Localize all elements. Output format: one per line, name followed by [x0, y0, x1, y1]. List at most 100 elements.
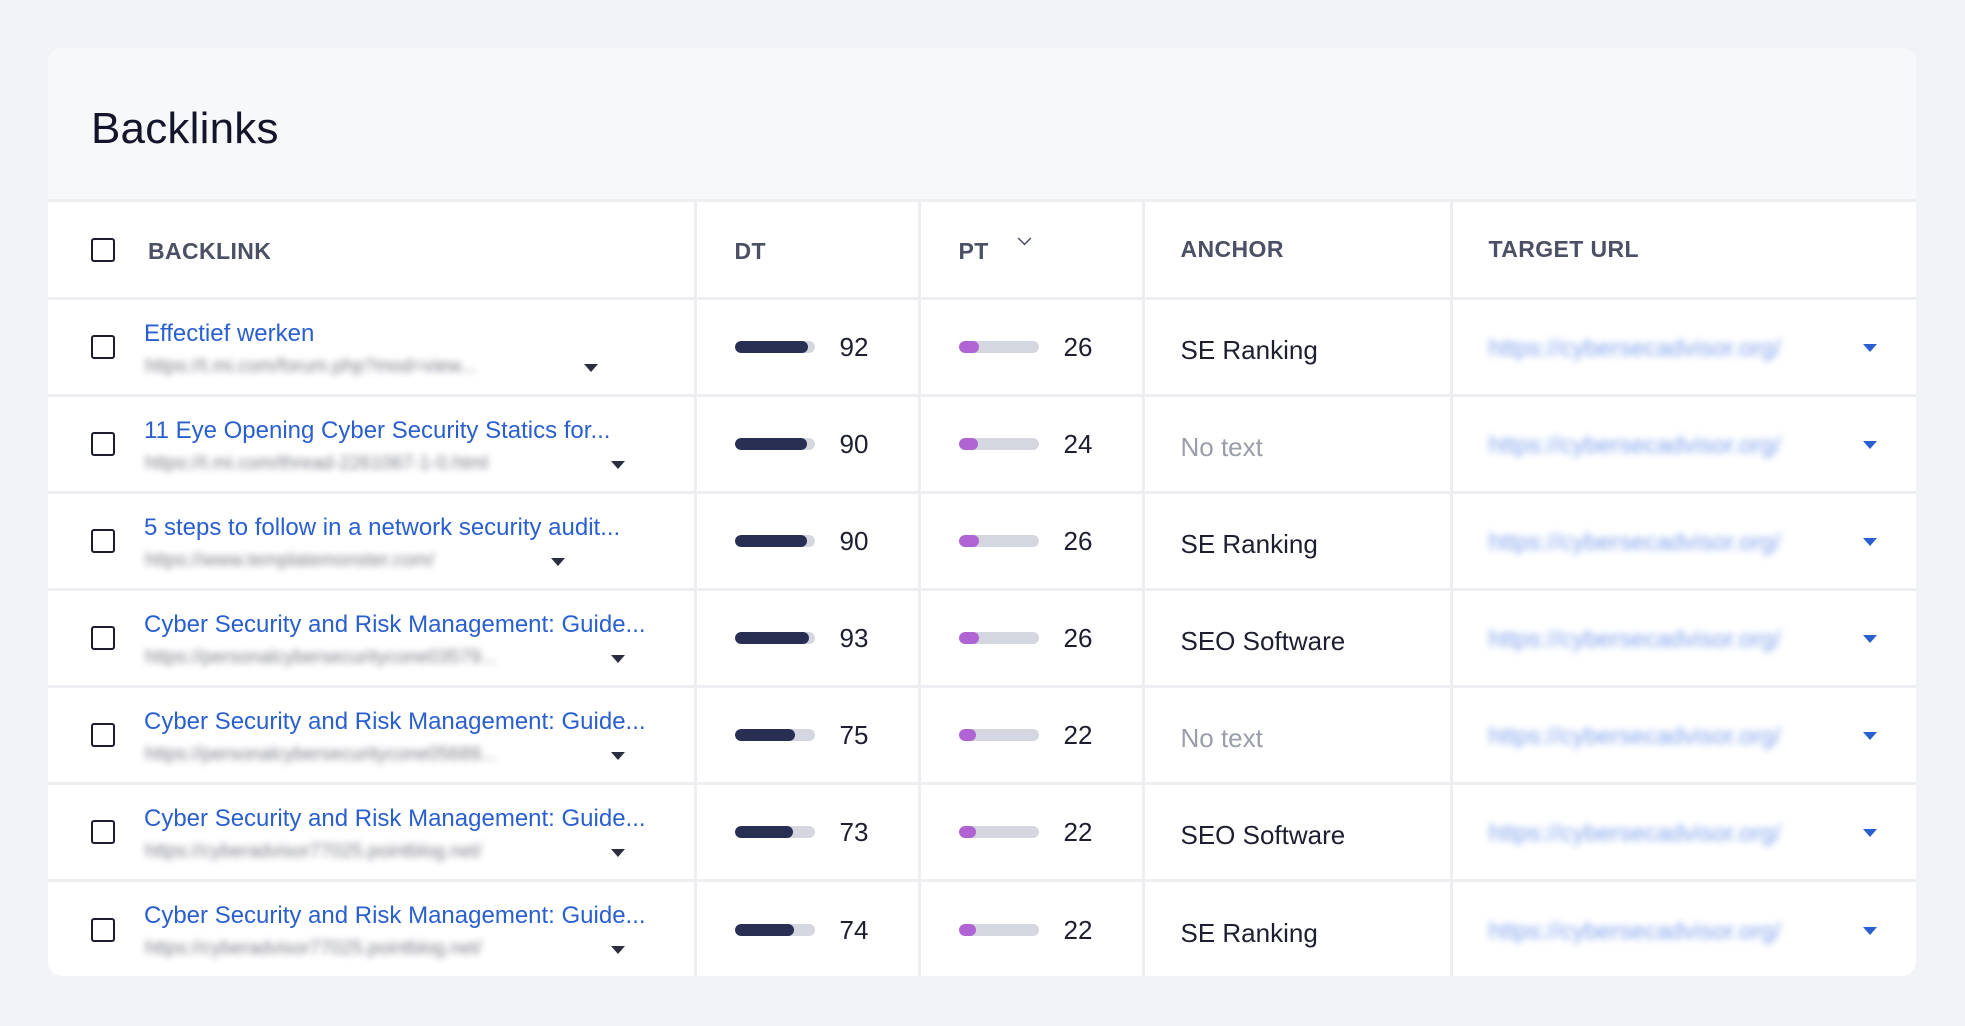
backlink-title-link[interactable]: Cyber Security and Risk Management: Guid… [144, 805, 646, 832]
anchor-text: No text [1180, 432, 1263, 462]
dt-bar [734, 729, 815, 741]
dt-bar-fill [734, 632, 809, 644]
column-header-backlink: BACKLINK [48, 199, 697, 300]
target-url-link[interactable]: https://cybersecadvisor.org/ [1488, 335, 1781, 362]
target-url-link[interactable]: https://cybersecadvisor.org/ [1488, 917, 1781, 945]
backlink-title-link[interactable]: Cyber Security and Risk Management: Guid… [144, 902, 646, 929]
pt-bar [958, 923, 1039, 936]
column-header-pt[interactable]: PT [919, 199, 1145, 300]
dt-value: 90 [839, 526, 869, 556]
row-checkbox[interactable] [91, 529, 115, 553]
target-url-dropdown-caret-icon[interactable] [1862, 441, 1877, 449]
backlink-url-dropdown-caret-icon[interactable] [611, 461, 625, 469]
cell-anchor: SEO Software [1143, 783, 1453, 882]
dt-bar [734, 438, 815, 450]
dt-value: 74 [839, 914, 869, 945]
backlink-url-dropdown-caret-icon[interactable] [551, 558, 565, 566]
pt-value: 24 [1063, 429, 1093, 459]
backlink-url-dropdown-caret-icon[interactable] [611, 849, 625, 857]
cell-target-url: https://cybersecadvisor.org/ [1451, 492, 1916, 591]
dt-value: 93 [839, 623, 869, 653]
anchor-text: SE Ranking [1180, 529, 1318, 559]
cell-backlink: Cyber Security and Risk Management: Guid… [48, 783, 697, 882]
cell-target-url: https://cybersecadvisor.org/ [1451, 783, 1916, 882]
pt-bar-fill [958, 438, 978, 450]
target-url-link[interactable]: https://cybersecadvisor.org/ [1488, 529, 1781, 556]
backlink-title-link[interactable]: 5 steps to follow in a network security … [144, 514, 621, 541]
pt-bar [958, 632, 1039, 644]
row-checkbox[interactable] [91, 917, 115, 942]
cell-pt: 22 [919, 880, 1145, 976]
dt-bar-fill [734, 535, 807, 547]
backlink-title-link[interactable]: Cyber Security and Risk Management: Guid… [144, 611, 646, 638]
cell-pt: 26 [919, 589, 1145, 688]
cell-pt: 22 [919, 783, 1145, 882]
backlinks-card: Backlinks BACKLINK DT PT ANCHOR [48, 48, 1916, 976]
row-checkbox[interactable] [91, 723, 115, 747]
target-url-dropdown-caret-icon[interactable] [1862, 829, 1877, 837]
pt-bar-fill [958, 632, 980, 644]
target-url-link[interactable]: https://cybersecadvisor.org/ [1488, 432, 1781, 459]
backlink-url: https://personalcybersecuritycone03579..… [145, 647, 497, 668]
target-url-dropdown-caret-icon[interactable] [1862, 732, 1877, 740]
target-url-dropdown-caret-icon[interactable] [1862, 926, 1877, 935]
cell-pt: 26 [919, 492, 1145, 591]
page-title: Backlinks [91, 104, 279, 153]
cell-backlink: Cyber Security and Risk Management: Guid… [48, 686, 697, 785]
backlink-url-dropdown-caret-icon[interactable] [611, 752, 625, 760]
cell-dt: 93 [695, 589, 921, 688]
target-url-link[interactable]: https://cybersecadvisor.org/ [1488, 626, 1781, 653]
cell-anchor: No text [1143, 686, 1453, 785]
table-row: Effectief werken https://t.mi.com/forum.… [48, 298, 1916, 397]
row-checkbox[interactable] [91, 820, 115, 844]
dt-bar [734, 341, 815, 353]
backlink-url: https://www.templatemonster.com/ [145, 550, 435, 571]
backlink-title-link[interactable]: Cyber Security and Risk Management: Guid… [144, 708, 646, 735]
pt-bar-fill [958, 341, 980, 353]
backlink-url: https://cyberadvisor77025.pointblog.net/ [145, 938, 482, 959]
dt-bar [734, 632, 815, 644]
pt-value: 26 [1063, 332, 1093, 362]
backlink-url: https://personalcybersecuritycone05689..… [145, 744, 497, 765]
dt-bar-fill [734, 923, 794, 936]
sort-chevron-down-icon[interactable] [1017, 231, 1031, 246]
cell-anchor: SE Ranking [1143, 298, 1453, 397]
target-url-link[interactable]: https://cybersecadvisor.org/ [1488, 723, 1781, 750]
target-url-link[interactable]: https://cybersecadvisor.org/ [1488, 820, 1781, 847]
target-url-dropdown-caret-icon[interactable] [1862, 635, 1877, 643]
column-label-target-url: TARGET URL [1488, 236, 1640, 262]
cell-backlink: Cyber Security and Risk Management: Guid… [48, 589, 697, 688]
cell-dt: 74 [695, 880, 921, 976]
anchor-text: SE Ranking [1180, 917, 1318, 948]
pt-value: 22 [1063, 817, 1093, 847]
pt-value: 26 [1063, 526, 1093, 556]
cell-anchor: SE Ranking [1143, 880, 1453, 976]
cell-backlink: 11 Eye Opening Cyber Security Statics fo… [48, 395, 697, 494]
table-row: 11 Eye Opening Cyber Security Statics fo… [48, 395, 1916, 494]
row-checkbox[interactable] [91, 335, 115, 359]
table-row: Cyber Security and Risk Management: Guid… [48, 686, 1916, 785]
dt-bar-fill [734, 826, 793, 838]
backlink-url-dropdown-caret-icon[interactable] [611, 946, 625, 954]
dt-value: 73 [839, 817, 869, 847]
dt-value: 90 [839, 429, 869, 459]
cell-pt: 26 [919, 298, 1145, 397]
column-header-dt: DT [695, 199, 921, 300]
backlink-url-dropdown-caret-icon[interactable] [584, 364, 598, 372]
row-checkbox[interactable] [91, 626, 115, 650]
table-header-row: BACKLINK DT PT ANCHOR TARGET URL [48, 199, 1916, 300]
target-url-dropdown-caret-icon[interactable] [1862, 538, 1877, 546]
table-row: Cyber Security and Risk Management: Guid… [48, 589, 1916, 688]
dt-bar [734, 826, 815, 838]
backlinks-table: BACKLINK DT PT ANCHOR TARGET URL [48, 199, 1916, 976]
backlink-title-link[interactable]: Effectief werken [144, 320, 315, 347]
backlink-title-link[interactable]: 11 Eye Opening Cyber Security Statics fo… [144, 417, 611, 444]
target-url-dropdown-caret-icon[interactable] [1862, 344, 1877, 352]
select-all-checkbox[interactable] [91, 237, 115, 262]
cell-backlink: Cyber Security and Risk Management: Guid… [48, 880, 697, 976]
backlink-url-dropdown-caret-icon[interactable] [611, 655, 625, 663]
backlink-url: https://t.mi.com/thread-2261067-1-0.html [145, 453, 489, 474]
table-row: 5 steps to follow in a network security … [48, 492, 1916, 591]
table-row: Cyber Security and Risk Management: Guid… [48, 880, 1916, 976]
row-checkbox[interactable] [91, 432, 115, 456]
